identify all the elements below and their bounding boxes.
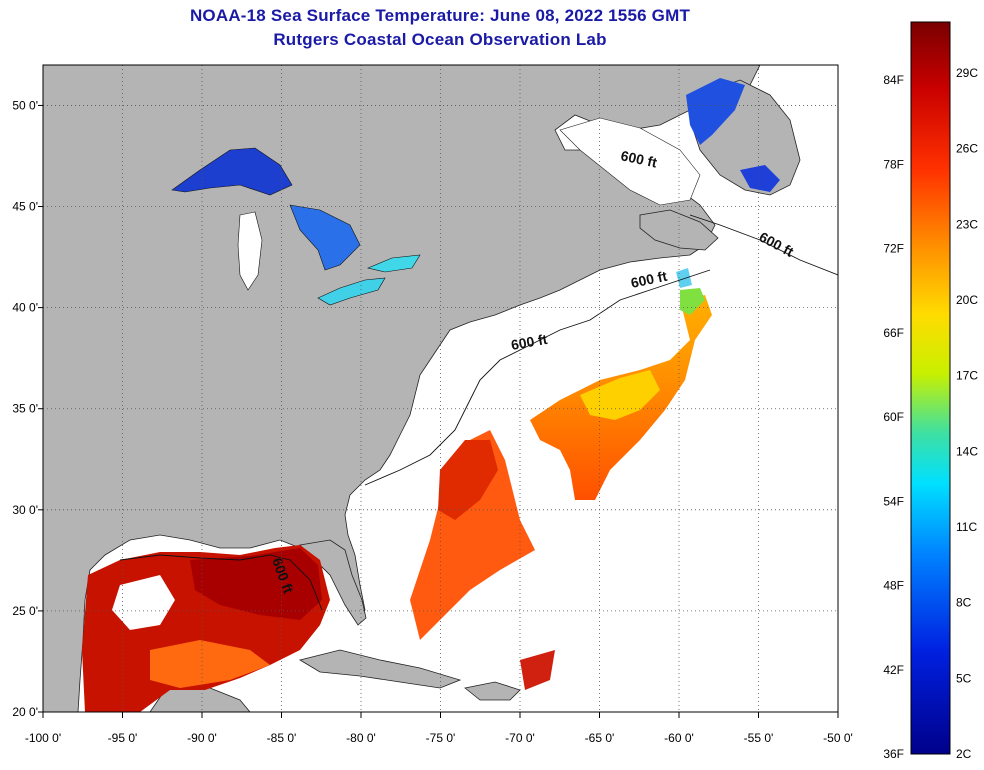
lon-tick-label: -50 0': [823, 731, 853, 745]
colorbar-c-label: 2C: [956, 747, 972, 761]
gulf-stream-red-core: [438, 440, 498, 520]
colorbar-f-label: 78F: [883, 157, 904, 171]
gulf-st-lawrence: [559, 117, 701, 206]
lake-michigan: [237, 211, 263, 291]
gulf-stream-sst-south: [410, 430, 535, 640]
latitude-axis: 20 0' 25 0' 30 0' 35 0' 40 0' 45 0' 50 0': [12, 98, 43, 719]
lat-tick-label: 50 0': [12, 98, 38, 112]
depth-contour-600ft-gulf: [119, 554, 323, 611]
colorbar-c-label: 14C: [956, 444, 978, 458]
colorbar-f-label: 36F: [883, 747, 904, 761]
lat-tick-label: 45 0': [12, 200, 38, 214]
lake-ontario: [367, 254, 421, 273]
colorbar-f-label: 42F: [883, 663, 904, 677]
colorbar-f-label: 84F: [883, 73, 904, 87]
colorbar-c-label: 11C: [956, 520, 977, 534]
shelf-cyan-sst: [676, 268, 692, 288]
colorbar-f-label: 72F: [883, 242, 904, 256]
gulf-red-core: [190, 548, 322, 620]
colorbar-celsius-labels: 29C 26C 23C 20C 17C 14C 11C 8C 5C 2C: [956, 66, 978, 761]
lat-tick-label: 25 0': [12, 604, 38, 618]
lon-tick-label: -95 0': [108, 731, 138, 745]
lon-tick-label: -65 0': [585, 731, 615, 745]
depth-contour-600ft-north: [689, 214, 838, 276]
depth-contour-600ft: [364, 269, 711, 486]
shelf-green-sst: [680, 288, 705, 315]
colorbar-f-label: 54F: [883, 494, 904, 508]
cuba-land: [298, 649, 462, 689]
colorbar-f-label: 48F: [883, 579, 904, 593]
lon-tick-label: -70 0': [505, 731, 535, 745]
lake-huron: [289, 204, 361, 271]
newfoundland-cold-sst: [686, 78, 745, 145]
atlantic-yellow-sst: [580, 370, 660, 420]
colorbar-c-label: 26C: [956, 142, 978, 156]
map-grid: [43, 65, 838, 712]
contour-label-1: 600 ft: [619, 147, 658, 170]
colorbar-c-label: 5C: [956, 671, 972, 685]
lon-tick-label: -80 0': [346, 731, 376, 745]
lon-tick-label: -100 0': [25, 731, 61, 745]
lon-tick-label: -55 0': [744, 731, 774, 745]
lat-tick-label: 20 0': [12, 705, 38, 719]
contour-label-3: 600 ft: [629, 268, 668, 291]
hispaniola-land: [464, 681, 521, 701]
nova-scotia-land: [639, 209, 719, 251]
colorbar-c-label: 29C: [956, 66, 978, 80]
gulf-nodata-west: [112, 575, 175, 630]
colorbar-fahrenheit-labels: 84F 78F 72F 66F 60F 54F 48F 42F 36F: [883, 73, 904, 761]
lon-tick-label: -85 0': [267, 731, 297, 745]
labrador-cold-sst: [740, 165, 780, 192]
temperature-colorbar: [910, 21, 951, 755]
caribbean-sst-patch: [520, 650, 555, 690]
colorbar-c-label: 23C: [956, 217, 978, 231]
lat-tick-label: 30 0': [12, 503, 38, 517]
colorbar-f-label: 66F: [883, 326, 904, 340]
lon-tick-label: -75 0': [426, 731, 456, 745]
lon-tick-label: -60 0': [664, 731, 694, 745]
map-title: NOAA-18 Sea Surface Temperature: June 08…: [189, 6, 691, 25]
gulf-orange-patch: [150, 640, 270, 688]
colorbar-c-label: 17C: [956, 369, 978, 383]
colorbar-c-label: 8C: [956, 596, 972, 610]
lat-tick-label: 40 0': [12, 301, 38, 315]
lon-tick-label: -90 0': [187, 731, 217, 745]
colorbar-f-label: 60F: [883, 410, 904, 424]
longitude-axis: -100 0' -95 0' -90 0' -85 0' -80 0' -75 0' -70…: [25, 712, 853, 745]
map-subtitle: Rutgers Coastal Ocean Observation Lab: [273, 30, 607, 49]
north-america-land: [43, 65, 761, 712]
contour-label-4: 600 ft: [510, 331, 549, 353]
colorbar-c-label: 20C: [956, 293, 978, 307]
lat-tick-label: 35 0': [12, 402, 38, 416]
lake-erie: [317, 277, 386, 306]
